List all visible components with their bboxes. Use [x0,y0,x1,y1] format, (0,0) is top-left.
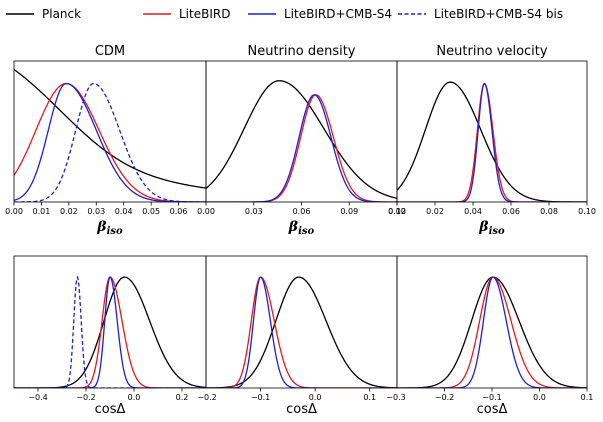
curve-litebird [397,82,587,202]
panel-6-curves [397,276,587,388]
panel-6: −0.2 −0.1 0.0 0.1 cosΔ [396,255,594,417]
x-tick-label: −0.1 [482,393,501,402]
x-tick-label: 0.1 [581,393,594,402]
panel-4: −0.4 −0.2 0.0 0.2 cosΔ [13,255,207,417]
x-tick-label: 0.03 [87,207,105,216]
curve-planck [206,276,397,388]
x-tick-label: 0.02 [60,207,78,216]
x-tick-label: 0.06 [170,207,188,216]
x-tick-label: 0.01 [33,207,51,216]
x-tick-label-edge-right: −0.3 [386,393,405,402]
x-tick-label: 0.05 [142,207,160,216]
curve-planck [397,81,587,202]
x-tick-label: 0.10 [578,207,596,216]
x-tick-label: 0.1 [363,393,376,402]
x-tick-label: 0.09 [340,207,358,216]
legend-item-litebird-cmb-s4: LiteBIRD+CMB-S4 [248,7,392,21]
x-axis-label: cosΔ [95,402,126,417]
x-tick-label: 0.0 [128,393,141,402]
x-tick-label: −0.2 [435,393,454,402]
x-axis-label: βiso [96,219,123,237]
x-tick-label: 0.02 [426,207,444,216]
panel-4-curves [14,275,206,388]
x-axis-label: βiso [288,219,315,237]
curve-litebird-cmb-s4-bis [14,82,206,202]
x-tick-label: 0.0 [533,393,546,402]
legend-label-litebird-cmb-s4: LiteBIRD+CMB-S4 [284,7,392,21]
panel-title: Neutrino velocity [436,44,547,59]
x-axis-label: cosΔ [477,402,508,417]
x-tick-label: 0.04 [115,207,133,216]
legend: Planck LiteBIRD LiteBIRD+CMB-S4 LiteBIRD+CM… [6,7,563,21]
x-tick-label: 0.06 [293,207,311,216]
x-tick-label: −0.1 [251,393,270,402]
panel-2: 0.00 0.03 0.06 0.09 0.12 Neutrino density βiso [197,44,406,237]
panel-title: Neutrino density [247,44,355,59]
curve-litebird-cmb-s4 [206,276,397,388]
curve-litebird [14,276,206,388]
curve-litebird-cmb-s4 [397,82,587,202]
curve-planck [397,276,587,388]
legend-label-litebird-cmb-s4-bis: LiteBIRD+CMB-S4 bis [434,7,563,21]
curve-planck [14,276,206,388]
panel-5-curves [206,276,397,388]
panel-3-curves [397,81,587,202]
panel-5-frame [205,255,398,389]
x-tick-label: 0.00 [5,207,23,216]
panel-1-frame [13,60,207,203]
panel-2-curves [206,80,397,202]
x-tick-label: 0.0 [309,393,322,402]
panel-4-frame [13,255,207,389]
x-tick-label: −0.4 [28,393,47,402]
x-tick-label: 0.2 [176,393,189,402]
panel-1: 0.00 0.01 0.02 0.03 0.04 0.05 0.06 CDM βiso [5,44,207,237]
x-tick-label-edge-left: −0.2 [197,393,216,402]
x-axis-label: cosΔ [286,402,317,417]
curve-litebird-cmb-s4 [14,276,206,388]
legend-label-litebird: LiteBIRD [179,7,230,21]
panel-3: 0.00 0.02 0.04 0.06 0.08 0.10 Neutrino velocit… [388,44,596,237]
x-tick-label: −0.2 [76,393,95,402]
curve-litebird [206,94,397,202]
panel-5: −0.1 0.0 0.1 −0.2 −0.3 cosΔ [197,255,406,417]
curve-planck [206,80,397,199]
panel-6-frame [396,255,588,389]
panel-1-curves [14,68,206,202]
legend-item-litebird: LiteBIRD [143,7,230,21]
curve-litebird [206,276,397,388]
x-tick-label: 0.06 [502,207,520,216]
x-tick-label: 0.12 [388,207,406,216]
curve-litebird [14,82,206,202]
curve-litebird [397,276,587,388]
curve-litebird-cmb-s4 [14,82,206,202]
curve-planck [14,68,206,189]
legend-label-planck: Planck [42,7,81,21]
legend-item-planck: Planck [6,7,81,21]
curve-litebird-cmb-s4 [206,94,397,202]
x-tick-label: 0.04 [464,207,482,216]
curve-litebird-cmb-s4 [397,276,587,388]
x-tick-label: 0.00 [388,207,406,216]
x-tick-label: 0.03 [245,207,263,216]
x-tick-label: 0.08 [540,207,558,216]
curve-litebird-cmb-s4-bis [14,275,206,388]
panel-title: CDM [95,44,125,59]
x-tick-label: 0.00 [197,207,215,216]
panel-3-frame [396,60,588,203]
x-axis-label: βiso [478,219,505,237]
legend-item-litebird-cmb-s4-bis: LiteBIRD+CMB-S4 bis [398,7,563,21]
